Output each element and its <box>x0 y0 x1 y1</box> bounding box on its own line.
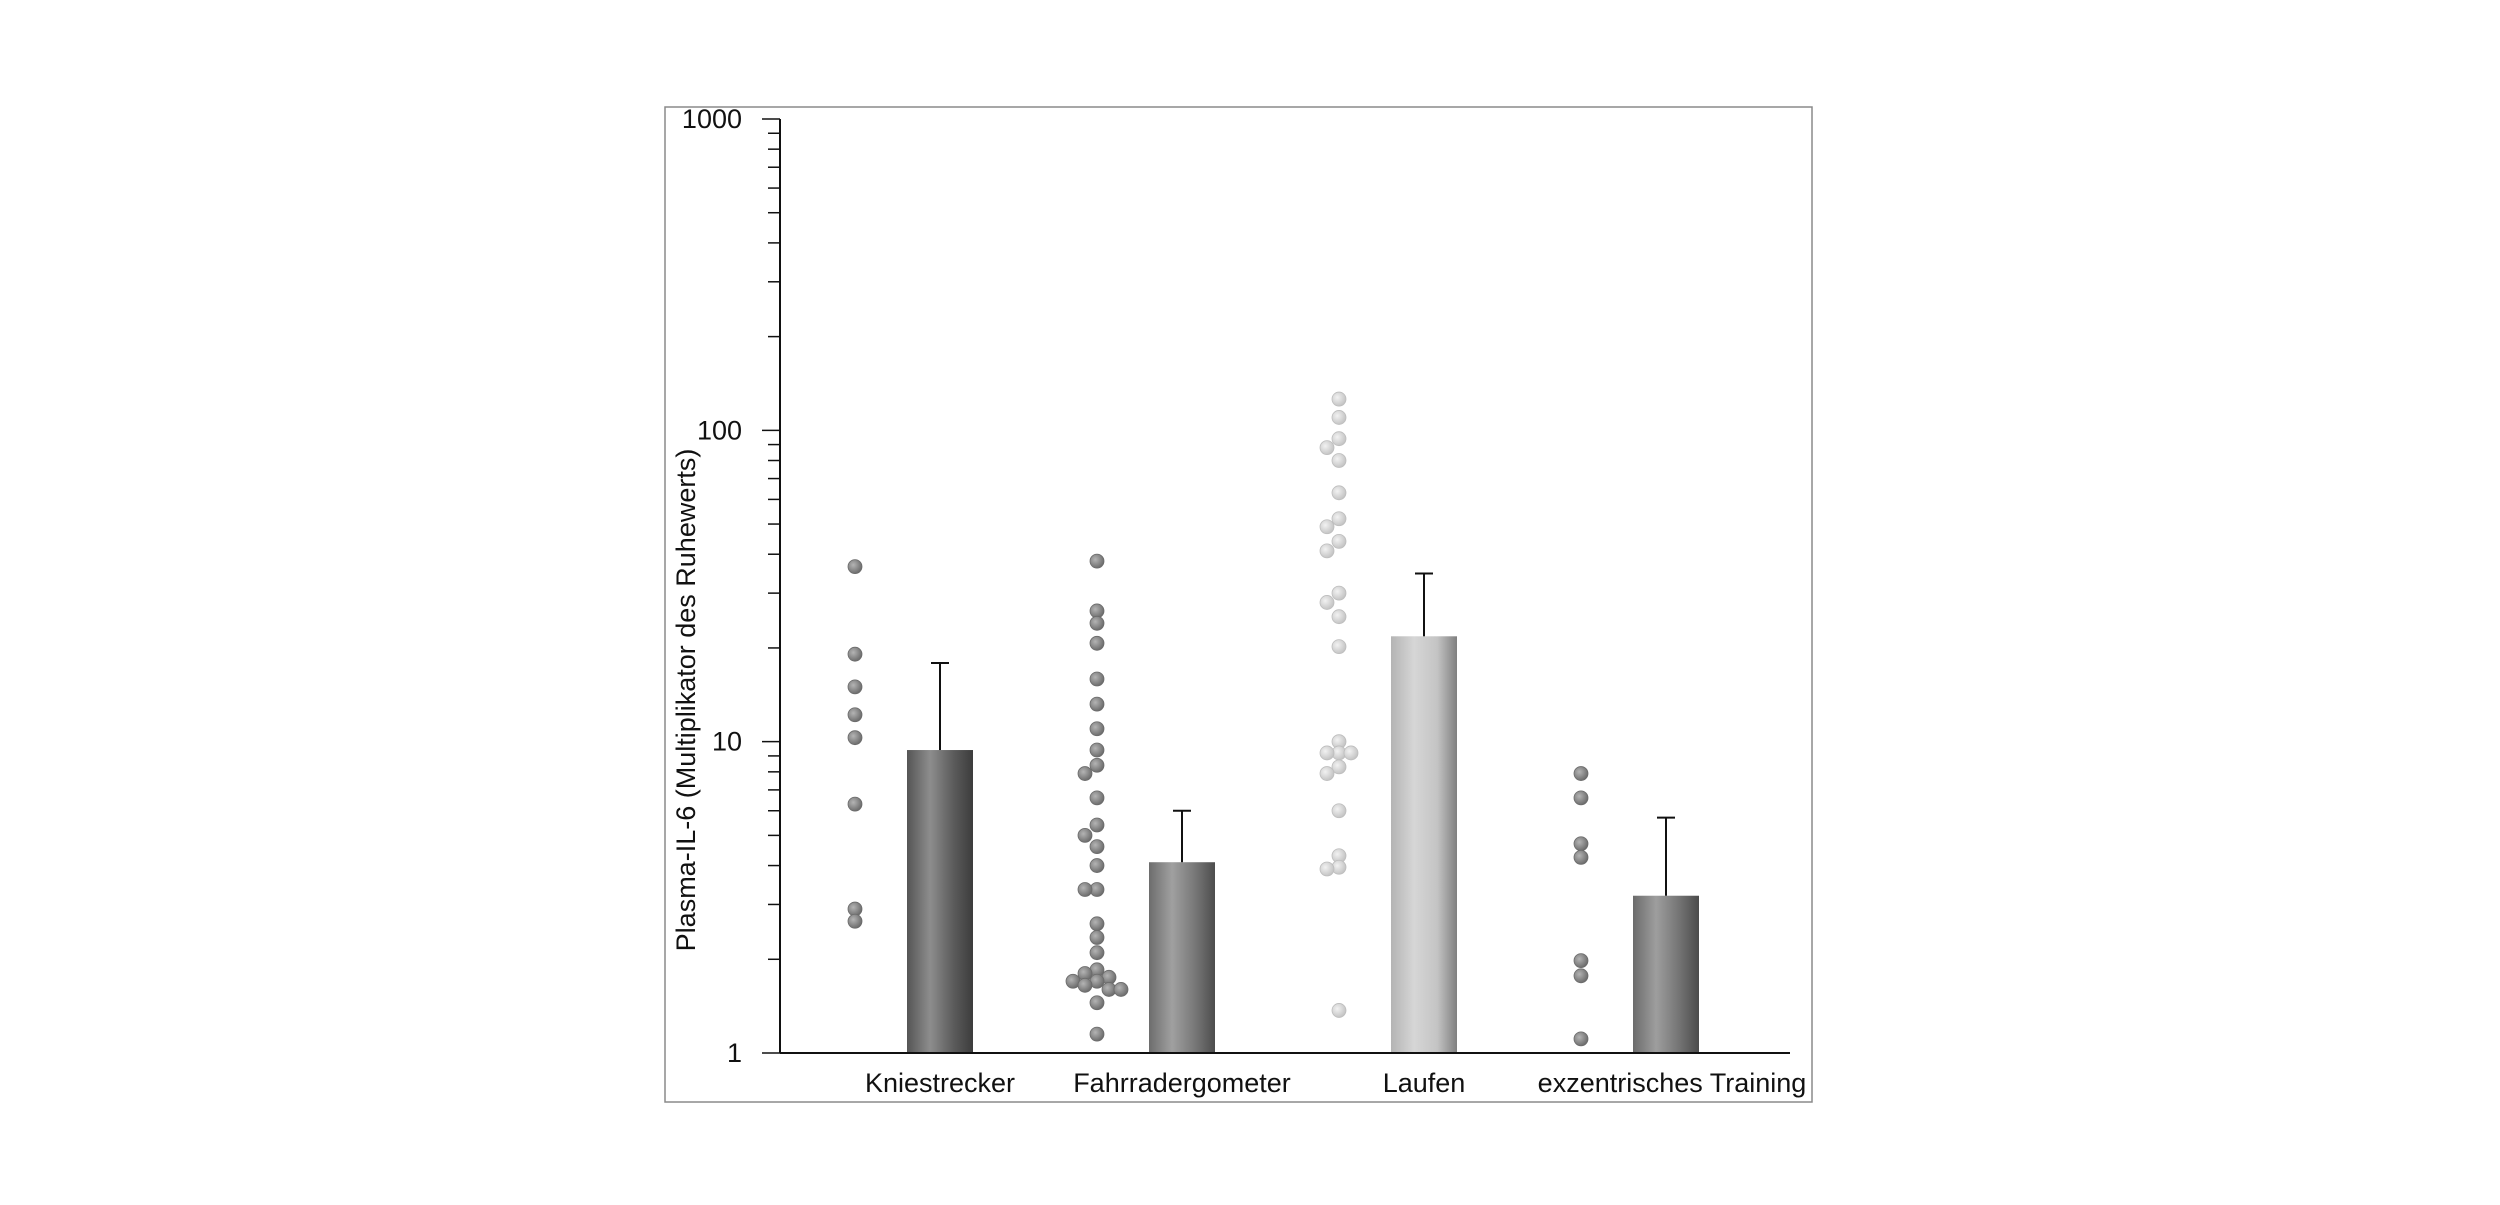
point-2-0 <box>1331 391 1347 407</box>
point-1-5 <box>1089 696 1105 712</box>
bar-1 <box>1149 862 1215 1053</box>
point-0-7 <box>847 913 863 929</box>
point-1-16 <box>1077 882 1093 897</box>
y-tick-label: 1 <box>727 1038 742 1068</box>
point-1-13 <box>1089 839 1105 855</box>
point-0-1 <box>847 646 863 662</box>
point-3-0 <box>1573 766 1589 781</box>
point-2-5 <box>1331 485 1347 501</box>
point-2-3 <box>1319 440 1335 456</box>
data-points <box>847 391 1589 1047</box>
point-2-10 <box>1331 585 1347 601</box>
point-2-11 <box>1319 595 1335 610</box>
point-1-6 <box>1089 721 1105 737</box>
x-category-label-3: exzentrisches Training <box>1538 1068 1807 1098</box>
y-tick-label: 100 <box>697 415 742 445</box>
point-3-5 <box>1573 968 1589 984</box>
point-1-9 <box>1077 766 1093 781</box>
point-0-2 <box>847 679 863 695</box>
point-1-7 <box>1089 742 1105 758</box>
point-2-23 <box>1319 861 1335 877</box>
point-1-14 <box>1089 858 1105 873</box>
point-3-1 <box>1573 790 1589 806</box>
point-2-17 <box>1343 745 1359 761</box>
point-3-2 <box>1573 836 1589 852</box>
point-1-12 <box>1077 827 1093 843</box>
point-2-12 <box>1331 609 1347 625</box>
point-2-18 <box>1331 759 1347 775</box>
plot-border <box>664 106 1813 1103</box>
point-1-17 <box>1089 916 1105 932</box>
point-2-2 <box>1331 431 1347 447</box>
point-2-24 <box>1331 1003 1347 1018</box>
point-2-4 <box>1331 453 1347 468</box>
point-1-28 <box>1089 995 1105 1011</box>
point-3-3 <box>1573 849 1589 865</box>
point-2-13 <box>1331 639 1347 655</box>
point-0-4 <box>847 730 863 746</box>
point-1-10 <box>1089 790 1105 806</box>
point-0-5 <box>847 796 863 812</box>
error-bars <box>931 572 1675 896</box>
point-1-25 <box>1077 977 1093 993</box>
point-2-7 <box>1319 519 1335 535</box>
point-2-19 <box>1319 766 1335 781</box>
point-0-0 <box>847 559 863 575</box>
bar-3 <box>1633 895 1699 1053</box>
point-1-8 <box>1089 757 1105 773</box>
point-2-20 <box>1331 803 1347 819</box>
point-2-1 <box>1331 410 1347 425</box>
y-tick-label: 10 <box>712 727 742 757</box>
point-2-9 <box>1319 543 1335 559</box>
point-2-8 <box>1331 533 1347 549</box>
point-1-27 <box>1113 982 1129 997</box>
point-2-6 <box>1331 511 1347 527</box>
point-2-16 <box>1319 745 1335 761</box>
point-3-4 <box>1573 953 1589 969</box>
point-1-29 <box>1089 1026 1105 1042</box>
point-1-2 <box>1089 615 1105 631</box>
axes: 1 10 100 1000 Kniestrecker Fahrradergometer La… <box>682 104 1806 1098</box>
point-0-3 <box>847 707 863 723</box>
x-category-label-1: Fahrradergometer <box>1073 1068 1291 1098</box>
point-1-1 <box>1089 603 1105 619</box>
bar-0 <box>907 750 973 1053</box>
point-1-18 <box>1089 930 1105 945</box>
point-1-4 <box>1089 671 1105 687</box>
point-1-19 <box>1089 945 1105 961</box>
bar-2 <box>1391 636 1457 1053</box>
point-1-11 <box>1089 817 1105 833</box>
bars <box>907 636 1699 1053</box>
x-category-label-2: Laufen <box>1383 1068 1466 1098</box>
point-1-0 <box>1089 553 1105 569</box>
point-3-6 <box>1573 1031 1589 1047</box>
x-category-label-0: Kniestrecker <box>865 1068 1015 1098</box>
y-axis-title: Plasma-IL-6 (Multiplikator des Ruhewerts… <box>671 449 701 952</box>
y-tick-label: 1000 <box>682 104 742 134</box>
point-1-3 <box>1089 635 1105 651</box>
